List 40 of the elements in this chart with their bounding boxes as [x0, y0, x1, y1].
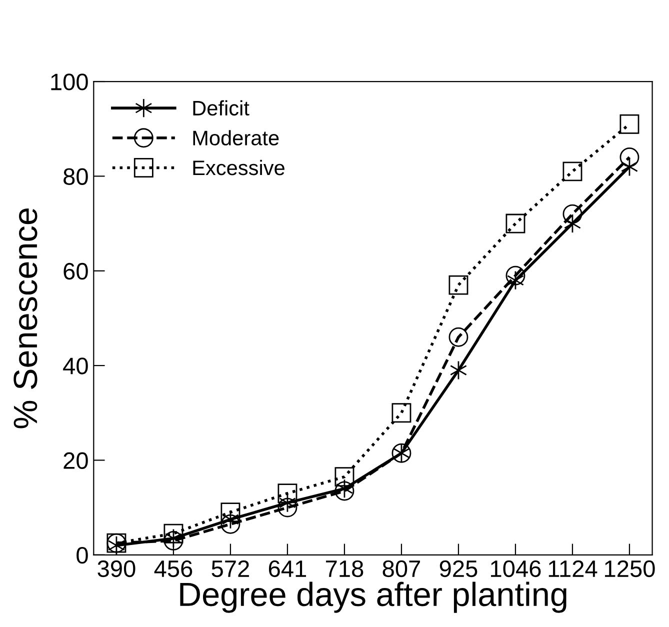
point [334, 467, 354, 487]
y-tick-label: 0 [76, 546, 88, 564]
point [562, 162, 582, 182]
point [506, 266, 526, 286]
y-tick-label: 100 [51, 74, 88, 90]
x-tick-label: 641 [268, 560, 306, 578]
y-tick-label: 40 [63, 358, 88, 374]
legend-label: Moderate [193, 130, 279, 146]
x-tick-label: 1046 [491, 560, 541, 578]
point [450, 360, 467, 380]
x-tick-label: 1124 [548, 560, 598, 577]
point [620, 114, 640, 134]
x-tick-label: 390 [98, 560, 136, 578]
x-tick-label: 718 [326, 560, 364, 578]
x-tick-label: 1250 [605, 560, 655, 578]
legend-label: Deficit [193, 100, 250, 116]
x-tick-label: 807 [382, 560, 420, 578]
x-tick-label: 572 [212, 560, 249, 578]
y-tick-label: 20 [64, 452, 88, 470]
x-tick-label: 456 [154, 560, 192, 578]
y-tick-label: 80 [64, 168, 88, 185]
x-tick-label: 925 [440, 560, 478, 578]
point [564, 214, 581, 234]
point [164, 524, 184, 544]
point [278, 493, 296, 513]
y-axis-title: % Senescence [14, 208, 38, 428]
point [506, 270, 524, 290]
point [278, 484, 298, 504]
point [448, 327, 468, 347]
point [220, 502, 240, 522]
point [220, 514, 240, 534]
point [222, 510, 239, 530]
legend-label: Excessive [193, 160, 284, 176]
point [620, 156, 638, 176]
point [620, 148, 640, 167]
x-axis-title: Degree days after planting [180, 582, 566, 613]
point [448, 275, 468, 295]
point [506, 214, 526, 234]
y-tick-label: 60 [64, 262, 88, 280]
point [392, 403, 412, 423]
